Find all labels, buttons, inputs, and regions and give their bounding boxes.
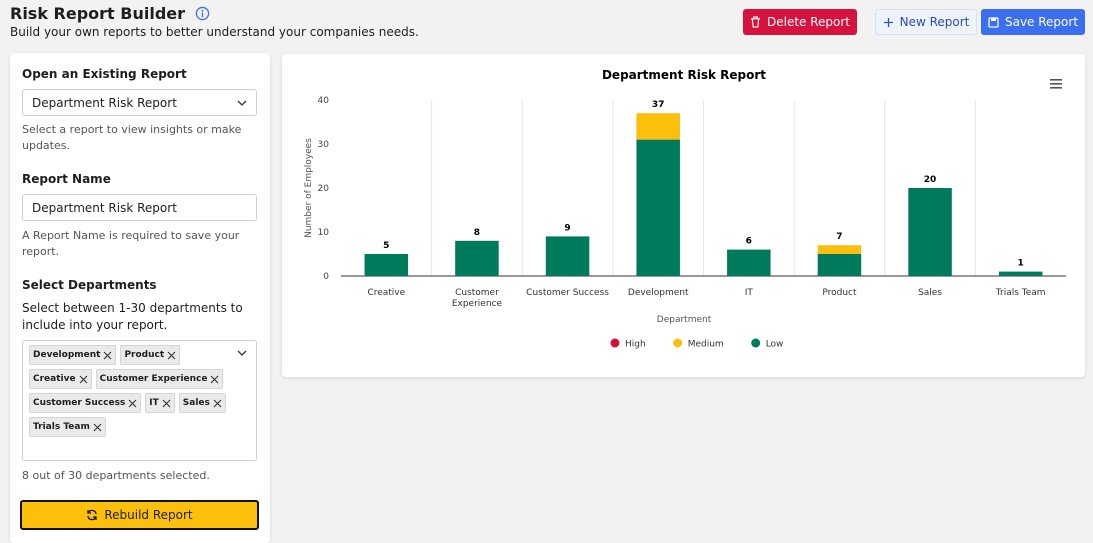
select-value: Department Risk Report (32, 96, 177, 110)
tag: Creative (29, 369, 92, 389)
page-title: Risk Report Builder (10, 4, 210, 23)
chevron (237, 350, 247, 356)
field-label: Report Name (22, 172, 111, 186)
new-button[interactable]: New Report (875, 9, 977, 35)
tag-text: Creative (33, 374, 76, 384)
stack-label: 5 (383, 241, 389, 251)
button-text: Delete Report (766, 15, 851, 29)
stack-label: 20 (924, 175, 937, 185)
tag: Sales (178, 393, 226, 413)
x-tick-label: Sales (918, 288, 943, 298)
remove-tag[interactable] (93, 423, 102, 432)
help-text: Select a report to view insights or make… (22, 123, 242, 152)
legend: High Medium Low (610, 338, 784, 350)
tag: Development (29, 345, 117, 365)
menu-icon[interactable] (1050, 79, 1062, 89)
x-tick-label: Development (627, 288, 689, 298)
remove-tag[interactable] (162, 399, 171, 408)
tag-text: Customer Success (33, 398, 126, 408)
tag-text: Customer Experience (99, 374, 208, 384)
x-tick-label: Creative (367, 288, 406, 298)
x-tick-label: Product (822, 288, 857, 298)
y-tick-label: 20 (318, 184, 330, 194)
button-text: Rebuild Report (104, 508, 193, 522)
tag-text: Sales (182, 398, 210, 408)
button-text: Save Report (1004, 15, 1079, 29)
remove-tag[interactable] (210, 375, 219, 384)
stack-label: 7 (836, 232, 842, 242)
x-tick-label: Customer Success (526, 288, 609, 298)
save-icon (988, 16, 999, 28)
page-subtitle: Build your own reports to better underst… (10, 25, 419, 39)
tag: Customer Success (29, 393, 142, 413)
remove-tag[interactable] (128, 399, 137, 408)
tag-text: Trials Team (33, 422, 90, 432)
stack-label: 1 (1018, 259, 1024, 269)
tag: Trials Team (29, 417, 106, 437)
remove-tag[interactable] (79, 375, 88, 384)
stack-label: 9 (564, 223, 570, 233)
y-tick-label: 40 (318, 96, 330, 106)
department-select[interactable]: Development Product Creative Customer Exper… (22, 340, 257, 461)
plus-icon (883, 17, 893, 27)
legend-label: Medium (688, 340, 724, 350)
save-button[interactable]: Save Report (981, 9, 1085, 35)
y-axis-title: Number of Employees (304, 138, 314, 238)
legend-label: High (625, 340, 646, 350)
title-text: Risk Report Builder (10, 4, 186, 23)
remove-tag[interactable] (213, 399, 222, 408)
bar-segment (727, 249, 771, 276)
chevron (237, 100, 247, 106)
x-axis-title: Department (657, 315, 712, 325)
bar-segment (817, 245, 862, 254)
stack-label: 37 (652, 100, 665, 110)
bar-segment (636, 113, 680, 140)
legend-marker (673, 338, 683, 348)
y-tick-label: 30 (318, 140, 330, 150)
bar-segment (455, 240, 499, 276)
tag: Product (120, 345, 181, 365)
rebuild-button[interactable]: Rebuild Report (20, 500, 259, 530)
remove-tag[interactable] (167, 351, 176, 360)
trash-icon (750, 16, 761, 28)
x-tick-label: Customer Experience (451, 288, 503, 309)
field-label: Select Departments (22, 278, 157, 292)
bar-segment (364, 254, 409, 276)
tag: Customer Experience (95, 369, 224, 389)
legend-marker (610, 338, 620, 348)
chart-title: Department Risk Report (602, 68, 766, 82)
x-tick-label: IT (744, 288, 753, 298)
delete-button[interactable]: Delete Report (743, 9, 857, 35)
help-text: Select between 1-30 departments to inclu… (22, 301, 243, 332)
y-tick-label: 10 (318, 228, 330, 238)
bar-segment (636, 139, 680, 276)
help-text: A Report Name is required to save your r… (22, 229, 240, 258)
tag-text: Development (33, 350, 101, 360)
tag-text: IT (149, 398, 159, 408)
legend-label: Low (766, 340, 784, 350)
sidebar: Open an Existing Report Department Risk … (10, 53, 270, 543)
bar-segment (545, 236, 590, 276)
x-tick-label: Trials Team (995, 288, 1046, 298)
info-icon[interactable] (195, 6, 210, 21)
report-select[interactable]: Department Risk Report (22, 89, 257, 116)
legend-marker (751, 338, 761, 348)
stack-label: 8 (474, 228, 480, 238)
chart: Department Risk Report Department Number… (304, 68, 1066, 350)
name-input[interactable]: Department Risk Report (22, 194, 257, 221)
remove-tag[interactable] (103, 351, 112, 360)
button-text: New Report (899, 15, 970, 29)
help-text: 8 out of 30 departments selected. (22, 469, 210, 482)
bar-segment (908, 188, 952, 276)
bar-segment (998, 271, 1043, 276)
y-tick-label: 0 (323, 272, 329, 282)
tag: IT (145, 393, 175, 413)
refresh-icon (87, 509, 97, 521)
stack-label: 6 (746, 237, 752, 247)
field-label: Open an Existing Report (22, 67, 187, 81)
chart-card: Department Risk Report Department Number… (282, 54, 1085, 377)
bar-segment (817, 254, 862, 276)
tag-text: Product (124, 350, 165, 360)
